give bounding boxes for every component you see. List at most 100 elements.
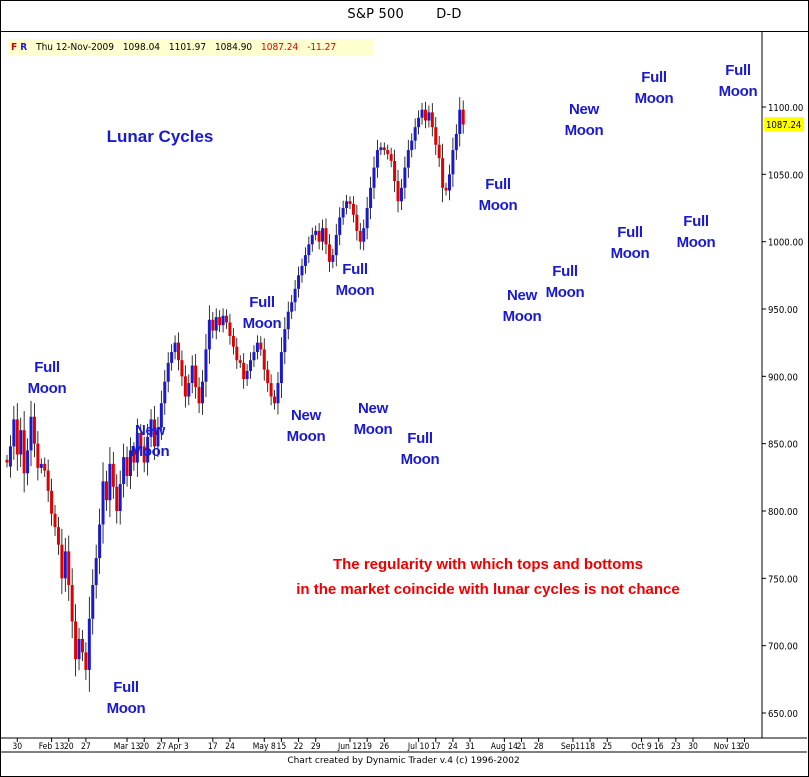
candle-body — [197, 387, 201, 404]
chart-heading: Lunar Cycles — [107, 127, 214, 146]
x-tick-label: 17 — [208, 742, 218, 752]
x-tick-label: 30 — [688, 742, 698, 752]
candle — [98, 508, 102, 574]
candle-body — [437, 144, 441, 159]
candle — [218, 310, 222, 333]
candle-body — [149, 419, 153, 437]
y-tick-label: 1050.00 — [768, 170, 803, 181]
candle-body — [321, 228, 325, 242]
candle — [458, 97, 462, 147]
candle-body — [290, 302, 294, 312]
candle — [142, 436, 146, 473]
candle-body — [32, 416, 36, 444]
candle — [235, 337, 239, 369]
x-tick-label: 18 — [585, 742, 595, 752]
y-tick-label: 700.00 — [768, 642, 798, 653]
candle — [372, 156, 376, 199]
x-tick-label: 15 — [277, 742, 287, 752]
candle-body — [245, 370, 249, 380]
candle — [128, 437, 132, 489]
candle-body — [362, 228, 366, 242]
message-line-1: The regularity with which tops and botto… — [333, 556, 643, 573]
candle-body — [101, 481, 105, 525]
candle-body — [351, 203, 355, 215]
candle — [173, 335, 177, 360]
candle — [177, 332, 180, 371]
y-tick-label: 650.00 — [768, 709, 798, 720]
candle-body — [427, 112, 431, 121]
candle-body — [413, 127, 417, 141]
candle-body — [324, 228, 328, 245]
candle-body — [173, 342, 177, 353]
candle-body — [214, 317, 218, 331]
candle-body — [43, 463, 47, 471]
candle — [451, 137, 455, 187]
candle — [221, 308, 225, 333]
last-price-label: 1087.24 — [766, 120, 801, 131]
x-tick-label: Jun 12 — [337, 742, 362, 752]
candle-body — [372, 167, 376, 188]
flag-f: F — [11, 42, 18, 53]
y-tick-label: 950.00 — [768, 305, 798, 316]
candle — [375, 139, 379, 178]
candle — [252, 345, 256, 368]
candle-body — [375, 150, 379, 168]
info-low: 1084.90 — [214, 42, 253, 53]
candle — [351, 196, 355, 223]
candle-body — [259, 342, 263, 350]
x-tick-label: 20 — [740, 742, 750, 752]
candle-body — [242, 362, 246, 380]
candle-body — [307, 244, 311, 256]
candle-body — [266, 369, 270, 384]
candle-body — [139, 432, 143, 447]
moon-label: New Moon — [130, 422, 170, 460]
candle-body — [108, 463, 112, 501]
candle — [461, 100, 465, 134]
candle-body — [152, 419, 156, 447]
candle — [5, 454, 9, 468]
candle — [190, 355, 194, 394]
candle-body — [187, 383, 191, 397]
candle — [60, 528, 64, 595]
candle-body — [255, 342, 259, 353]
info-high: 1101.97 — [168, 42, 207, 53]
candle — [413, 118, 417, 150]
candle — [321, 219, 325, 251]
y-tick-label: 750.00 — [768, 574, 798, 585]
candle — [283, 317, 287, 365]
chart-title: S&P 500 D-D — [1, 7, 808, 22]
x-tick-label: Nov 13 — [714, 742, 741, 752]
candle — [56, 516, 60, 555]
candle-body — [297, 275, 301, 289]
y-tick-label: 850.00 — [768, 440, 798, 451]
candle — [187, 374, 191, 406]
candle-body — [303, 255, 307, 266]
x-tick-label: 28 — [534, 742, 544, 752]
candle — [39, 458, 43, 474]
candle-body — [386, 150, 390, 155]
candle — [228, 313, 232, 345]
candle-body — [300, 265, 304, 276]
candle-body — [458, 109, 462, 134]
candle-body — [406, 150, 410, 168]
y-tick-label: 800.00 — [768, 507, 798, 518]
candle-body — [365, 208, 369, 229]
candle — [108, 447, 112, 517]
candle-body — [201, 381, 205, 404]
candle — [348, 196, 352, 209]
moon-label: Full Moon — [335, 261, 375, 299]
candle — [104, 470, 108, 511]
candle-body — [94, 558, 98, 586]
candle-body — [228, 322, 232, 336]
moon-label: Full Moon — [718, 62, 758, 100]
candle — [420, 102, 424, 125]
candle-body — [163, 381, 167, 404]
candle-body — [142, 446, 146, 463]
x-tick-label: 19 — [362, 742, 372, 752]
candle — [249, 352, 253, 379]
candle — [32, 403, 36, 458]
candle — [303, 247, 307, 274]
x-tick-label: Oct 9 — [631, 742, 652, 752]
candle-body — [341, 208, 345, 218]
